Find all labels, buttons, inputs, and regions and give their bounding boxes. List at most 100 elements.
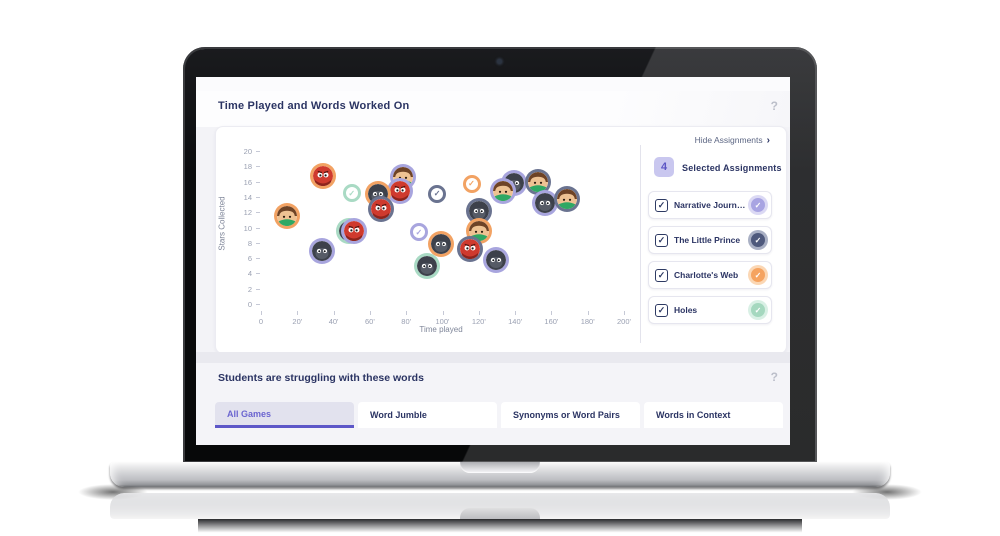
- student-avatar-point[interactable]: [416, 255, 437, 276]
- tab-synonyms-or-word-pairs[interactable]: Synonyms or Word Pairs: [501, 402, 640, 428]
- x-tick-label: 0: [258, 317, 264, 326]
- x-tick-label: 200': [617, 317, 631, 326]
- x-tick-mark: [369, 311, 371, 315]
- student-avatar-point[interactable]: [277, 206, 298, 227]
- y-tick-label: 8: [247, 238, 252, 248]
- y-tick-label: 4: [247, 269, 252, 279]
- student-avatar-point[interactable]: [493, 180, 514, 201]
- x-tick-mark: [297, 311, 299, 315]
- x-tick-mark: [587, 311, 589, 315]
- help-icon[interactable]: ?: [770, 370, 778, 384]
- student-avatar-point[interactable]: [367, 183, 388, 204]
- assignment-item[interactable]: ✓ Holes ✓: [648, 296, 772, 324]
- panel-divider: [640, 145, 641, 343]
- game-tabs: All Games Word Jumble Synonyms or Word Pai…: [215, 402, 783, 428]
- y-tick-mark: [256, 288, 260, 290]
- y-axis-title: Stars Collected: [217, 196, 227, 251]
- y-tick-label: 18: [243, 162, 252, 172]
- x-tick-label: 40': [328, 317, 339, 326]
- page-title: Time Played and Words Worked On: [218, 100, 410, 112]
- y-tick-mark: [256, 166, 260, 168]
- y-tick-mark: [256, 273, 260, 275]
- y-tick-mark: [256, 196, 260, 198]
- assignment-label: Holes: [674, 305, 698, 315]
- student-avatar-point[interactable]: [431, 233, 452, 254]
- x-tick-label: 180': [580, 317, 595, 326]
- completed-check-point: ✓: [462, 174, 481, 193]
- student-avatar-point[interactable]: [313, 166, 334, 187]
- x-tick-mark: [551, 311, 553, 315]
- tab-all-games[interactable]: All Games: [215, 402, 354, 428]
- x-tick-mark: [333, 311, 335, 315]
- assignment-checkbox[interactable]: ✓: [655, 303, 668, 317]
- assignment-label: The Little Prince: [674, 235, 741, 245]
- student-avatar-point[interactable]: [527, 171, 548, 192]
- assignments-list: ✓ Narrative Journe... ✓ ✓ The Little Prince ✓…: [648, 191, 772, 331]
- hide-assignments-button[interactable]: Hide Assignments ›: [695, 135, 770, 146]
- laptop-reflection: [110, 493, 890, 535]
- assignment-item[interactable]: ✓ The Little Prince ✓: [648, 226, 772, 254]
- y-tick-label: 2: [247, 284, 252, 294]
- x-tick-label: 20': [292, 317, 303, 326]
- x-tick-mark: [442, 311, 444, 315]
- x-tick-mark: [406, 311, 408, 315]
- assignment-label: Narrative Journe...: [674, 200, 747, 210]
- selected-assignments-label: Selected Assignments: [682, 163, 782, 173]
- student-avatar-point[interactable]: [534, 193, 555, 214]
- app-screen: Time Played and Words Worked On ? Hide A…: [196, 77, 790, 445]
- base-shadow-right: [852, 484, 922, 500]
- x-tick-label: 120': [471, 317, 486, 326]
- y-tick-mark: [256, 258, 260, 260]
- student-avatar-point[interactable]: [469, 200, 490, 221]
- x-tick-label: 140': [508, 317, 523, 326]
- x-tick-label: 60': [365, 317, 375, 326]
- y-tick-mark: [256, 151, 260, 152]
- chevron-right-icon: ›: [766, 135, 770, 146]
- y-tick-label: 0: [247, 300, 252, 309]
- y-tick-label: 10: [243, 223, 252, 233]
- x-tick-mark: [515, 311, 517, 315]
- student-avatar-point[interactable]: [503, 173, 524, 194]
- app-header: Time Played and Words Worked On ?: [196, 91, 790, 127]
- assignment-check-badge-icon: ✓: [751, 303, 765, 317]
- webcam-icon: [497, 59, 502, 64]
- student-avatar-point[interactable]: [556, 189, 577, 210]
- student-avatar-point[interactable]: [485, 249, 506, 270]
- student-avatar-point[interactable]: [389, 180, 410, 201]
- x-tick-mark: [261, 311, 262, 315]
- tab-word-jumble[interactable]: Word Jumble: [358, 402, 497, 428]
- chart-card: Hide Assignments › Stars Collected Time p…: [215, 126, 787, 354]
- section-separator: [196, 352, 790, 363]
- y-tick-label: 16: [243, 177, 252, 187]
- x-tick-label: 160': [544, 317, 559, 326]
- assignment-checkbox[interactable]: ✓: [655, 198, 668, 212]
- assignment-check-badge-icon: ✓: [751, 198, 765, 212]
- student-avatar-point[interactable]: [460, 238, 481, 259]
- y-tick-mark: [256, 304, 260, 305]
- completed-check-point: ✓: [342, 184, 361, 203]
- laptop-thumb-notch: [460, 462, 540, 473]
- help-icon[interactable]: ?: [770, 99, 778, 113]
- base-shadow-left: [78, 484, 148, 500]
- assignment-item[interactable]: ✓ Narrative Journe... ✓: [648, 191, 772, 219]
- student-avatar-point[interactable]: [311, 241, 332, 262]
- assignment-checkbox[interactable]: ✓: [655, 268, 668, 282]
- selected-count-badge: 4: [654, 157, 674, 177]
- x-tick-label: 100': [435, 317, 450, 326]
- student-avatar-point[interactable]: [344, 220, 365, 241]
- y-tick-mark: [256, 181, 260, 183]
- y-tick-label: 14: [243, 192, 252, 202]
- assignment-check-badge-icon: ✓: [751, 268, 765, 282]
- student-avatar-point[interactable]: [371, 199, 392, 220]
- tab-words-in-context[interactable]: Words in Context: [644, 402, 783, 428]
- assignment-item[interactable]: ✓ Charlotte's Web ✓: [648, 261, 772, 289]
- assignment-checkbox[interactable]: ✓: [655, 233, 668, 247]
- assignment-label: Charlotte's Web: [674, 270, 739, 280]
- x-tick-label: 80': [401, 317, 412, 326]
- x-tick-mark: [478, 311, 480, 315]
- student-avatar-point[interactable]: [469, 220, 490, 241]
- completed-check-point: ✓: [409, 223, 428, 242]
- y-tick-mark: [256, 212, 260, 214]
- struggling-words-section: Students are struggling with these words…: [196, 363, 790, 445]
